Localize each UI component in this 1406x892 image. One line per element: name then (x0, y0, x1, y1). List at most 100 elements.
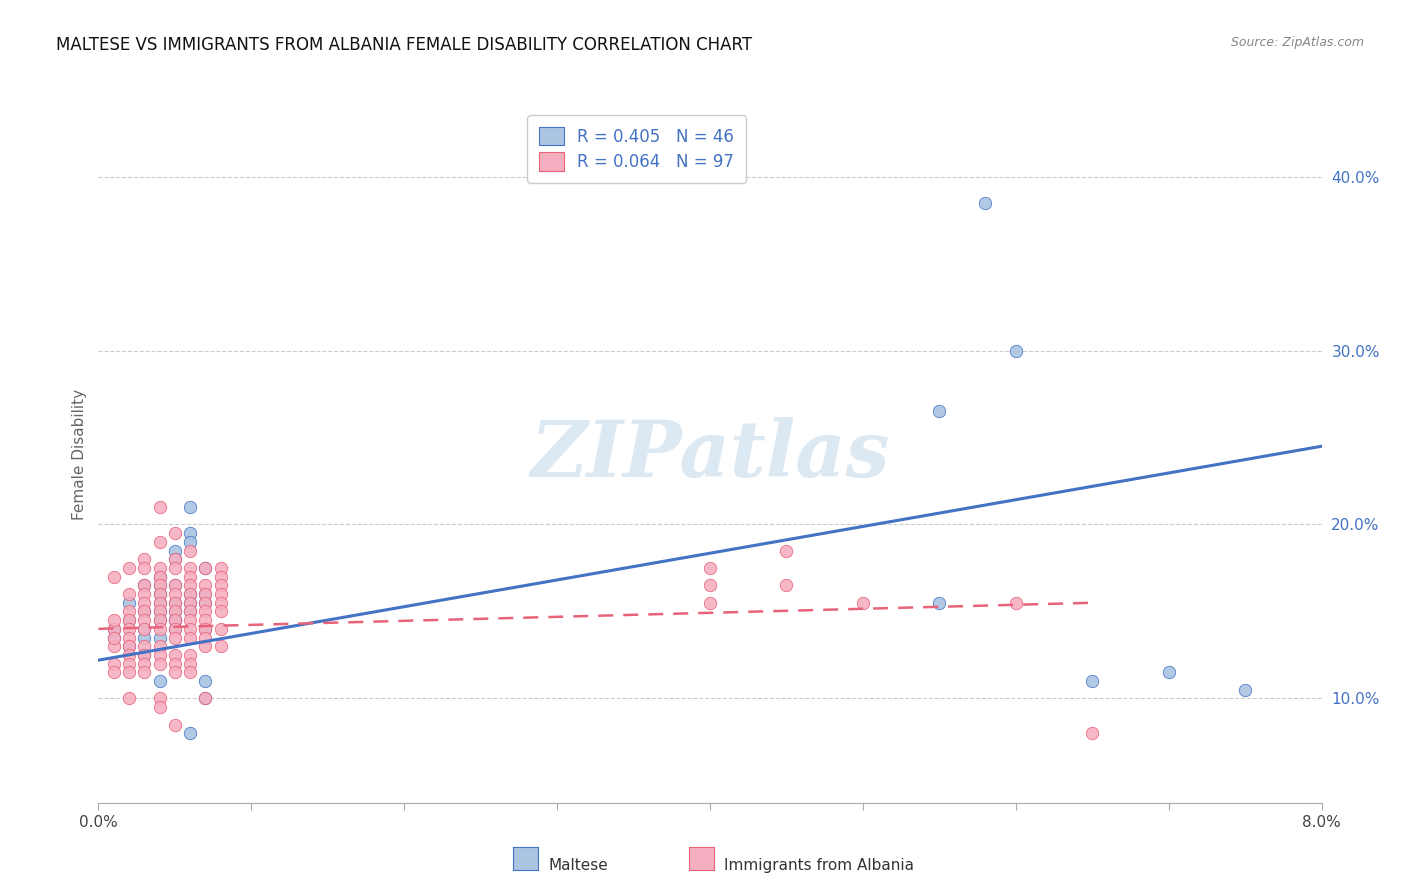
Point (163, 605, 186, 619)
Point (149, 605, 172, 619)
Point (209, 622, 232, 636)
Point (149, 622, 172, 636)
Point (118, 587, 141, 601)
Point (179, 596, 201, 610)
Point (209, 587, 232, 601)
Point (118, 613, 141, 627)
Point (134, 631, 156, 645)
Point (149, 613, 172, 627)
Point (699, 578, 721, 592)
Point (134, 613, 156, 627)
Point (134, 622, 156, 636)
Point (163, 552, 186, 566)
Point (179, 631, 201, 645)
Text: MALTESE VS IMMIGRANTS FROM ALBANIA FEMALE DISABILITY CORRELATION CHART: MALTESE VS IMMIGRANTS FROM ALBANIA FEMAL… (56, 36, 752, 54)
Point (194, 561, 217, 575)
Point (194, 561, 217, 575)
Point (163, 648, 186, 662)
Point (974, 195, 997, 210)
Point (103, 622, 125, 636)
Text: Immigrants from Albania: Immigrants from Albania (724, 858, 914, 872)
Point (179, 657, 201, 671)
Point (179, 605, 201, 619)
Point (179, 543, 201, 558)
Point (134, 552, 156, 566)
Point (149, 648, 172, 662)
Point (209, 605, 232, 619)
Point (149, 570, 172, 584)
Point (1004, 343, 1026, 358)
Point (134, 639, 156, 653)
Point (103, 570, 125, 584)
Point (103, 657, 125, 671)
Point (209, 639, 232, 653)
Text: ZIPatlas: ZIPatlas (530, 417, 890, 493)
Point (179, 605, 201, 619)
Point (1234, 682, 1257, 697)
Point (194, 691, 217, 706)
Point (163, 526, 186, 541)
Point (118, 665, 141, 680)
Point (194, 605, 217, 619)
Point (149, 570, 172, 584)
Point (209, 570, 232, 584)
Point (134, 657, 156, 671)
Point (163, 578, 186, 592)
Point (134, 622, 156, 636)
Point (149, 657, 172, 671)
Point (118, 657, 141, 671)
Point (1157, 665, 1180, 680)
Point (149, 578, 172, 592)
Point (163, 552, 186, 566)
Point (179, 596, 201, 610)
Point (699, 596, 721, 610)
Point (149, 561, 172, 575)
Point (134, 578, 156, 592)
Point (1081, 674, 1104, 689)
Y-axis label: Female Disability: Female Disability (72, 389, 87, 521)
Point (179, 587, 201, 601)
Point (163, 631, 186, 645)
Point (163, 622, 186, 636)
Text: Maltese: Maltese (548, 858, 607, 872)
Point (209, 578, 232, 592)
Point (163, 596, 186, 610)
Point (209, 596, 232, 610)
Point (928, 596, 950, 610)
Point (118, 639, 141, 653)
Point (163, 543, 186, 558)
Point (194, 596, 217, 610)
Point (209, 561, 232, 575)
Point (775, 543, 797, 558)
Point (1004, 596, 1026, 610)
Point (163, 613, 186, 627)
Point (103, 665, 125, 680)
Point (163, 561, 186, 575)
Point (194, 691, 217, 706)
Point (194, 587, 217, 601)
Point (194, 587, 217, 601)
Point (149, 596, 172, 610)
Point (194, 596, 217, 610)
Point (852, 596, 875, 610)
Point (163, 578, 186, 592)
Point (194, 622, 217, 636)
Point (149, 639, 172, 653)
Point (179, 726, 201, 740)
Point (163, 613, 186, 627)
Point (928, 404, 950, 418)
Point (179, 613, 201, 627)
Point (134, 596, 156, 610)
Point (163, 622, 186, 636)
Point (163, 665, 186, 680)
Point (149, 631, 172, 645)
Point (775, 578, 797, 592)
Point (134, 578, 156, 592)
Point (194, 674, 217, 689)
Point (118, 596, 141, 610)
Point (103, 631, 125, 645)
Point (1081, 726, 1104, 740)
Point (118, 648, 141, 662)
Point (103, 639, 125, 653)
Point (134, 648, 156, 662)
